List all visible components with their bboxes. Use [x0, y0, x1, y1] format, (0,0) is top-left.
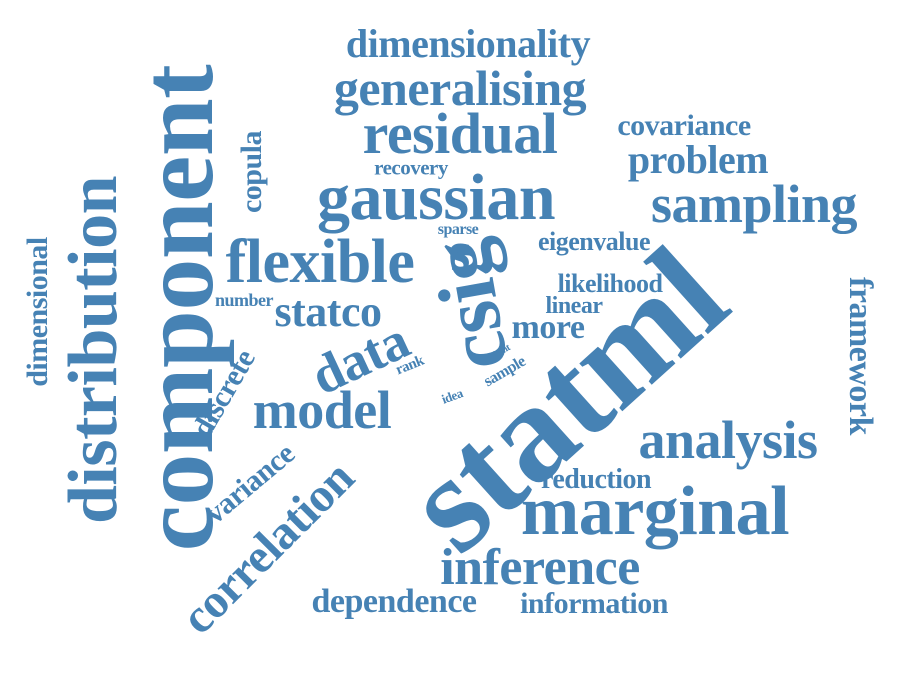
word-model: model [253, 383, 392, 437]
word-information: information [520, 589, 668, 619]
word-framework: framework [843, 277, 877, 435]
word-s: s [449, 234, 470, 290]
word-flexible: flexible [226, 231, 415, 293]
word-number: number [215, 291, 273, 309]
word-distribution: distribution [59, 176, 129, 524]
word-dependence: dependence [312, 585, 477, 619]
word-analysis: analysis [638, 413, 817, 467]
word-marginal: marginal [521, 477, 789, 547]
word-dimensional: dimensional [23, 237, 53, 387]
word-gaussian: gaussian [317, 165, 555, 231]
word-copula: copula [237, 131, 267, 213]
word-residual: residual [363, 105, 558, 163]
word-sampling: sampling [651, 177, 857, 231]
word-dimensionality: dimensionality [346, 24, 590, 64]
